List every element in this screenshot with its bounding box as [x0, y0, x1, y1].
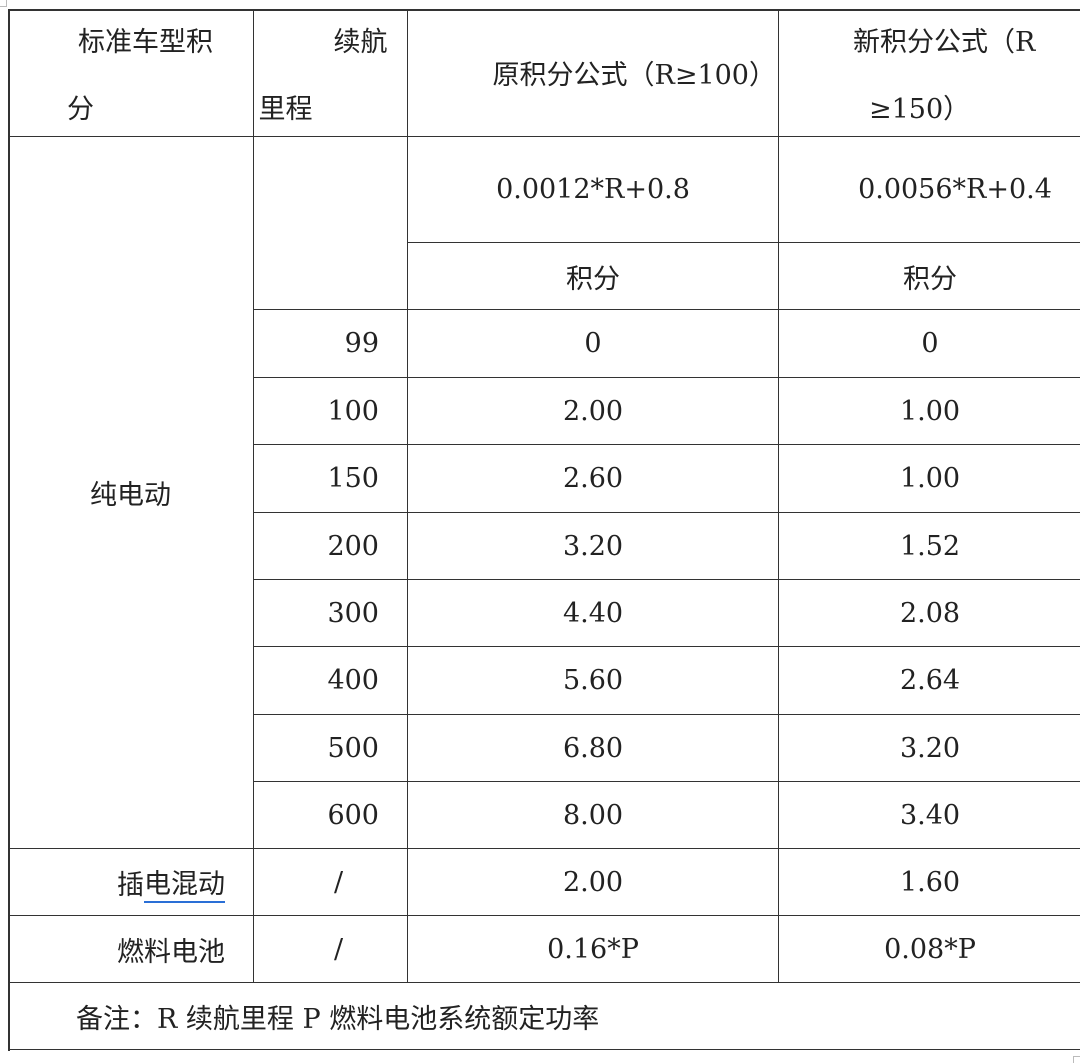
bev-row-old-points: 0: [408, 310, 779, 378]
bev-row-old-points: 2.00: [408, 378, 779, 445]
bev-row-new-points: 1.00: [779, 378, 1080, 445]
bev-row-old-points: 4.40: [408, 580, 779, 647]
header-text: 原积分公式（R≥100）: [492, 60, 777, 91]
bev-row-range: 100: [254, 378, 408, 445]
phev-range: /: [254, 849, 408, 916]
bev-row-old-points: 3.20: [408, 513, 779, 580]
header-old-formula: 原积分公式（R≥100）: [408, 9, 779, 137]
bev-row-range: 600: [254, 782, 408, 849]
fcev-range: /: [254, 916, 408, 983]
header-text: 续航: [333, 26, 388, 58]
phev-label-prefix: 插: [117, 869, 144, 901]
bev-row-old-points: 5.60: [408, 647, 779, 715]
new-points-label: 积分: [779, 243, 1080, 310]
bev-row-new-points: 3.40: [779, 782, 1080, 849]
bev-row-new-points: 2.64: [779, 647, 1080, 715]
bev-row-range: 300: [254, 580, 408, 647]
bev-row-new-points: 1.00: [779, 445, 1080, 513]
phev-label-link[interactable]: 电混动: [144, 862, 225, 903]
bev-row-old-points: 8.00: [408, 782, 779, 849]
header-text: 里程: [258, 93, 313, 125]
header-vehicle-type: 标准车型积 分: [8, 9, 254, 137]
bev-row-old-points: 2.60: [408, 445, 779, 513]
table-border-left: [8, 9, 10, 1051]
bev-row-new-points: 3.20: [779, 715, 1080, 782]
bev-row-new-points: 0: [779, 310, 1080, 378]
phev-new: 1.60: [779, 849, 1080, 916]
new-formula-expr: 0.0056*R+0.4: [779, 137, 1080, 243]
fcev-label: 燃料电池: [8, 916, 254, 983]
note: 备注：R 续航里程 P 燃料电池系统额定功率: [8, 983, 1080, 1050]
fcev-old: 0.16*P: [408, 916, 779, 983]
bev-row-range: 500: [254, 715, 408, 782]
bev-row-range: 200: [254, 513, 408, 580]
corner-mark: [0, 0, 7, 7]
bev-row-range: 150: [254, 445, 408, 513]
header-text: 分: [67, 93, 94, 125]
bev-row-new-points: 2.08: [779, 580, 1080, 647]
header-text: 标准车型积: [78, 26, 213, 58]
phev-old: 2.00: [408, 849, 779, 916]
old-points-label: 积分: [408, 243, 779, 310]
bev-row-old-points: 6.80: [408, 715, 779, 782]
header-text: 新积分公式（R: [853, 26, 1036, 58]
header-range: 续航 里程: [254, 9, 408, 137]
old-formula-expr: 0.0012*R+0.8: [408, 137, 779, 243]
bev-row-range: 99: [254, 310, 408, 378]
header-new-formula: 新积分公式（R ≥150）: [779, 9, 1080, 137]
phev-label: 插电混动: [8, 849, 254, 916]
bev-range-blank: [254, 137, 408, 310]
bev-label: 纯电动: [8, 137, 254, 849]
bev-row-range: 400: [254, 647, 408, 715]
bev-row-new-points: 1.52: [779, 513, 1080, 580]
table-border-top: [8, 9, 1080, 11]
corner-mark: [1073, 1056, 1080, 1063]
fcev-new: 0.08*P: [779, 916, 1080, 983]
header-text: ≥150）: [869, 93, 971, 125]
